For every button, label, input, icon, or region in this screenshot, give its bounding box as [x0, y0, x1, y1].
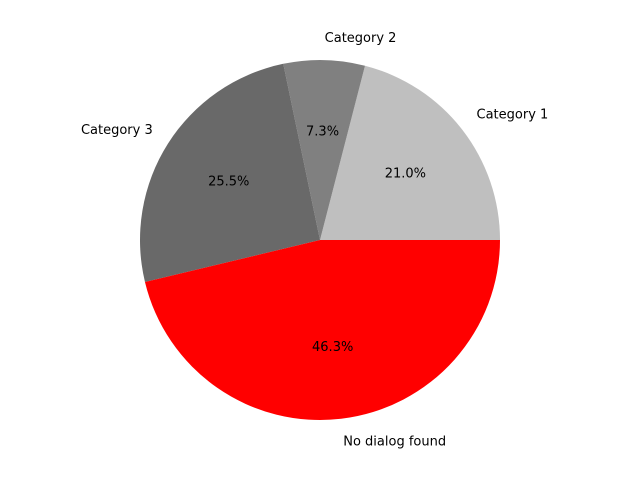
pie-percent-label-no-dialog-found: 46.3%	[312, 340, 353, 355]
pie-category-label-category-3: Category 3	[81, 123, 153, 138]
pie-labels: 21.0% Category 1 7.3% Category 2 25.5% Catego…	[81, 31, 548, 449]
pie-percent-label-category-1: 21.0%	[385, 166, 426, 181]
pie-percent-label-category-3: 25.5%	[208, 175, 249, 190]
pie-percent-label-category-2: 7.3%	[306, 125, 339, 140]
pie-slice-category-2	[283, 60, 365, 241]
pie-category-label-no-dialog-found: No dialog found	[343, 434, 446, 449]
pie-slice-category-3	[140, 63, 320, 282]
pie-slice-no-dialog-found	[144, 240, 501, 421]
pie-category-label-category-2: Category 2	[325, 31, 397, 46]
pie-slices	[140, 60, 501, 421]
pie-category-label-category-1: Category 1	[477, 108, 549, 123]
pie-slice-category-1	[320, 65, 500, 240]
